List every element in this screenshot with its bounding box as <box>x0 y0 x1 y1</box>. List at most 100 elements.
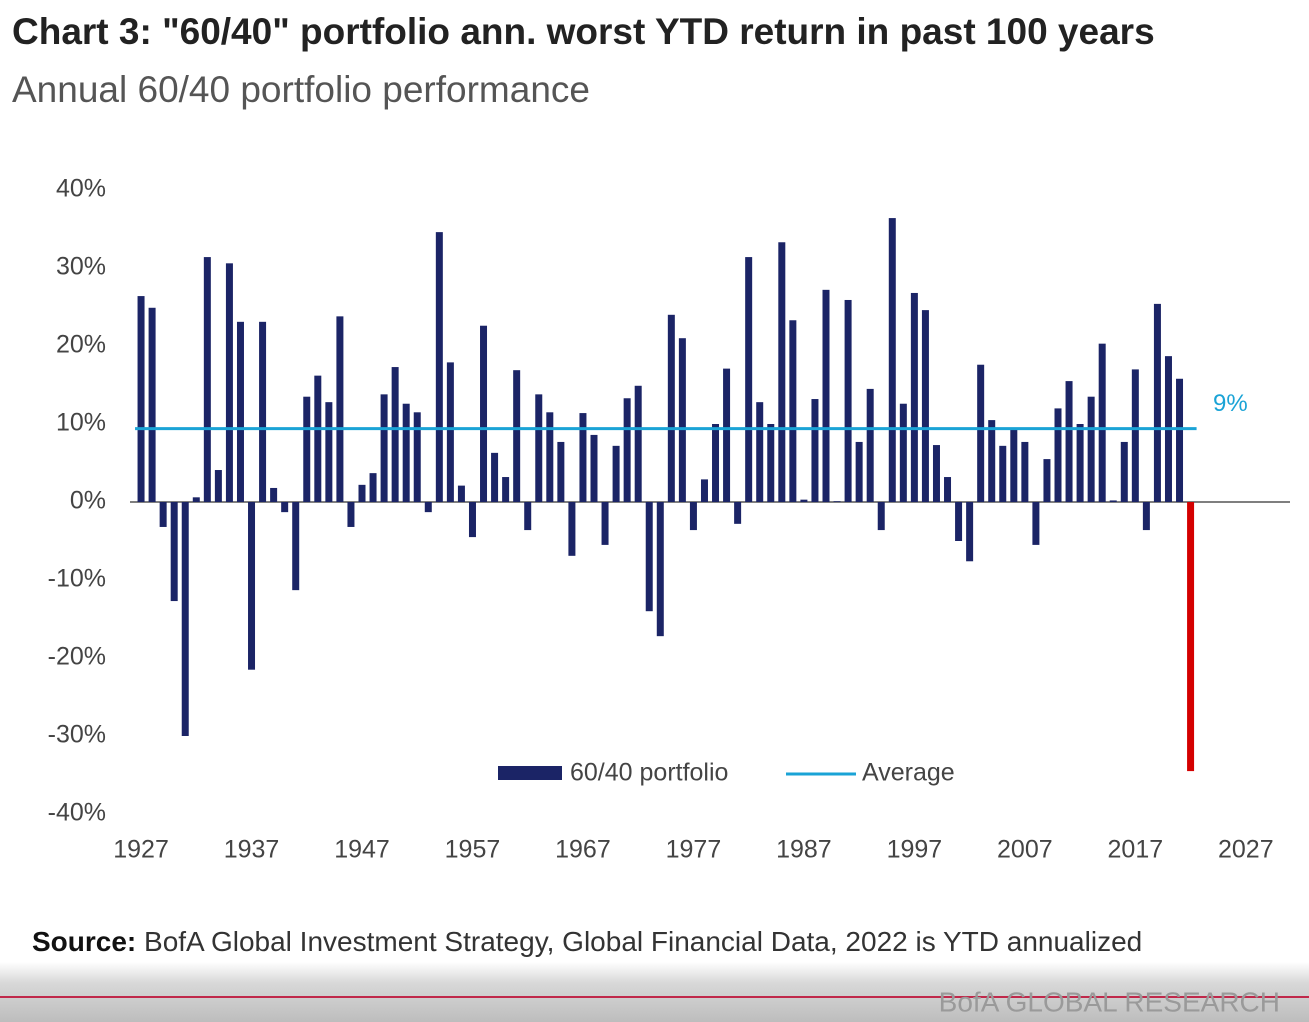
legend-label: 60/40 portfolio <box>570 759 728 787</box>
bar <box>281 502 289 513</box>
bar <box>844 299 852 502</box>
bar <box>535 394 543 502</box>
bar <box>645 502 653 612</box>
bar <box>468 502 476 538</box>
bar <box>524 502 532 531</box>
bar <box>391 367 399 502</box>
bar <box>921 310 929 502</box>
bar <box>689 502 697 531</box>
bar <box>745 257 753 502</box>
bar <box>1131 369 1139 502</box>
bar <box>789 320 797 502</box>
legend-label: Average <box>862 759 955 787</box>
y-tick-label: 30% <box>56 253 106 281</box>
chart-title: Chart 3: "60/40" portfolio ann. worst YT… <box>12 11 1155 52</box>
x-tick-label: 1977 <box>666 836 722 864</box>
bar <box>855 441 863 502</box>
bar <box>866 388 874 502</box>
bar <box>700 479 708 502</box>
bar <box>822 289 830 502</box>
bar <box>910 292 918 502</box>
x-tick-label: 1957 <box>445 836 501 864</box>
legend-swatch <box>498 766 562 780</box>
x-tick-label: 1927 <box>113 836 169 864</box>
bar <box>170 502 178 602</box>
y-tick-label: -30% <box>48 721 106 749</box>
bar <box>778 242 786 502</box>
bar <box>1076 424 1084 502</box>
bar <box>932 445 940 502</box>
bar <box>513 370 521 502</box>
bar <box>1043 459 1051 502</box>
y-tick-label: 20% <box>56 331 106 359</box>
bar <box>601 502 609 545</box>
bar <box>612 445 620 502</box>
bar <box>966 502 974 562</box>
x-tick-label: 1947 <box>334 836 390 864</box>
bar <box>977 364 985 502</box>
bar <box>435 232 443 502</box>
x-tick-label: 1997 <box>887 836 943 864</box>
bar <box>1187 502 1195 772</box>
bar <box>181 502 189 736</box>
bar <box>811 399 819 502</box>
bar <box>1087 396 1095 502</box>
bar <box>325 402 333 502</box>
footer: BofA GLOBAL RESEARCH <box>939 986 1280 1017</box>
bar <box>1054 408 1062 502</box>
bar <box>623 398 631 502</box>
source-text: BofA Global Investment Strategy, Global … <box>144 926 1142 957</box>
x-tick-label: 1967 <box>555 836 611 864</box>
bar <box>424 502 432 513</box>
bar <box>568 502 576 556</box>
bar <box>314 375 322 502</box>
bar <box>888 218 896 502</box>
bar <box>1098 343 1106 502</box>
bar <box>1021 441 1029 502</box>
bar <box>502 477 510 502</box>
y-tick-label: -10% <box>48 565 106 593</box>
bar <box>590 434 598 502</box>
average-label: 9% <box>1213 390 1248 417</box>
bar <box>457 485 465 502</box>
bar <box>877 502 885 531</box>
plot: 40% 30% 20% 10% 0% -10% -20% -30% -40%1927 1937 19… <box>48 175 1290 864</box>
bar <box>480 325 488 502</box>
bar <box>303 396 311 502</box>
bar <box>557 441 565 502</box>
x-tick-label: 2017 <box>1108 836 1164 864</box>
x-tick-label: 1937 <box>224 836 280 864</box>
y-tick-label: 40% <box>56 175 106 203</box>
bar <box>380 394 388 502</box>
bar <box>1120 441 1128 502</box>
bar <box>292 502 300 591</box>
footer-band <box>0 962 1309 1022</box>
bar <box>358 484 366 502</box>
bar <box>955 502 963 541</box>
bar <box>236 321 244 502</box>
bar <box>259 321 267 502</box>
x-tick-label: 2007 <box>997 836 1053 864</box>
chart-subtitle: Annual 60/40 portfolio performance <box>12 69 590 110</box>
bar <box>1176 378 1184 502</box>
bar <box>203 257 211 502</box>
bar <box>944 477 952 502</box>
bar <box>270 487 278 502</box>
bar <box>1142 502 1150 531</box>
bar <box>712 424 720 502</box>
bar <box>767 424 775 502</box>
bar <box>634 385 642 502</box>
bar <box>446 362 454 502</box>
y-tick-label: 10% <box>56 409 106 437</box>
bar <box>413 412 421 502</box>
source: Source: BofA Global Investment Strategy,… <box>32 926 1142 957</box>
bar <box>1065 381 1073 502</box>
bar <box>546 412 554 502</box>
bar <box>159 502 167 527</box>
bar <box>148 307 156 502</box>
x-tick-label: 2027 <box>1218 836 1274 864</box>
bar <box>214 470 222 502</box>
bar <box>1153 303 1161 502</box>
bar <box>800 499 808 502</box>
